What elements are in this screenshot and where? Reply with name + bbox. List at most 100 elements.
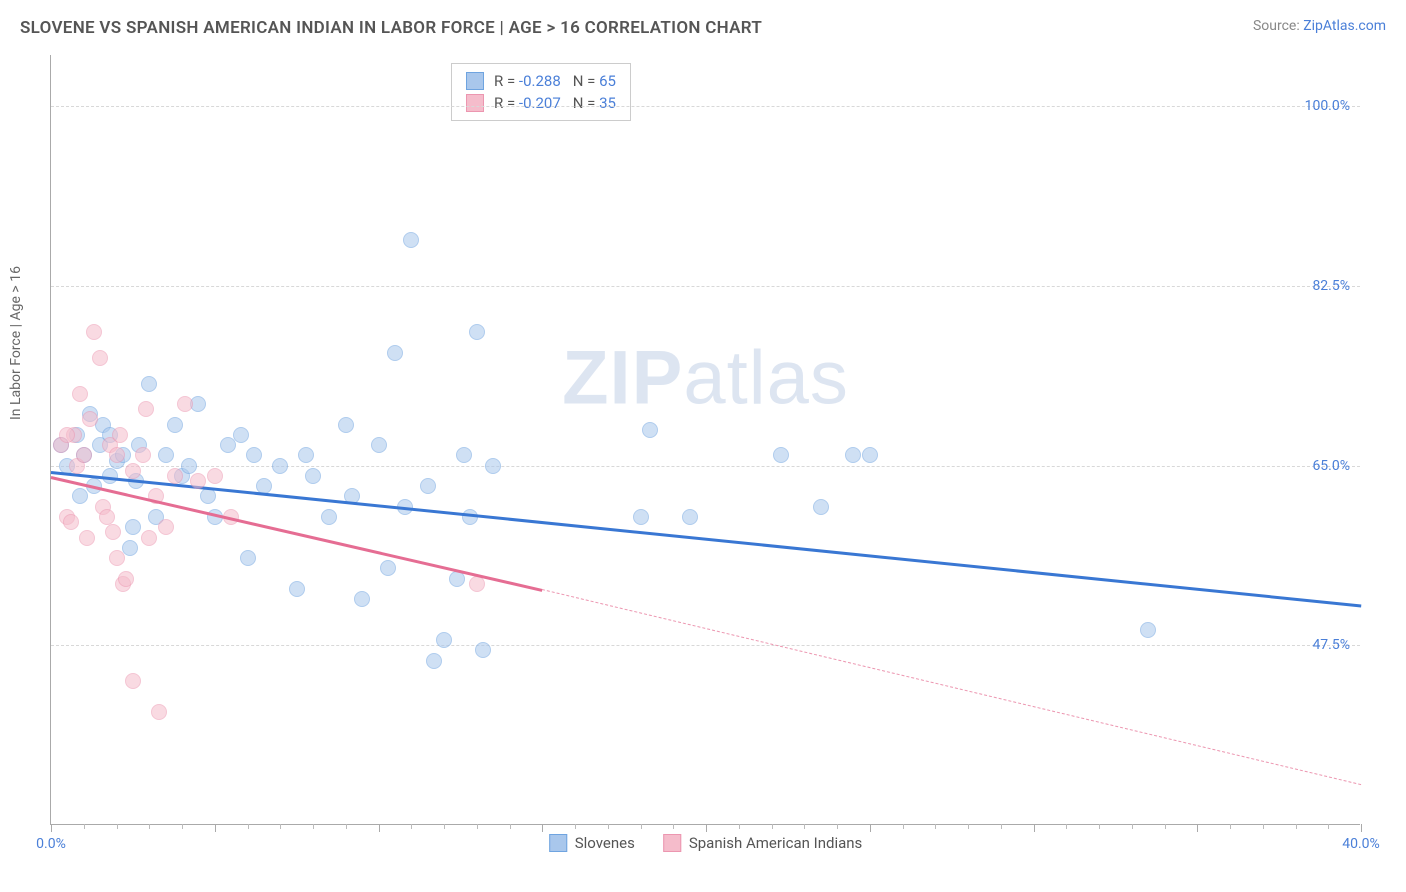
scatter-point — [289, 581, 305, 597]
legend-swatch — [466, 72, 484, 90]
x-tick-minor — [1263, 824, 1264, 829]
scatter-point — [122, 540, 138, 556]
x-tick-minor — [575, 824, 576, 829]
scatter-point — [200, 488, 216, 504]
x-tick-major — [870, 824, 871, 832]
scatter-point — [862, 447, 878, 463]
x-tick-minor — [968, 824, 969, 829]
series-legend: Slovenes Spanish American Indians — [549, 834, 863, 852]
x-tick-major — [542, 824, 543, 832]
scatter-point — [112, 427, 128, 443]
scatter-point — [92, 350, 108, 366]
x-tick-minor — [182, 824, 183, 829]
y-tick-label: 47.5% — [1312, 637, 1350, 653]
watermark-bold: ZIP — [562, 335, 683, 420]
scatter-point — [59, 427, 75, 443]
scatter-point — [158, 519, 174, 535]
x-tick-minor — [1328, 824, 1329, 829]
gridline-horizontal — [51, 106, 1360, 107]
x-tick-minor — [510, 824, 511, 829]
scatter-point — [387, 345, 403, 361]
scatter-point — [167, 468, 183, 484]
scatter-point — [298, 447, 314, 463]
scatter-point — [420, 478, 436, 494]
x-tick-minor — [280, 824, 281, 829]
x-tick-minor — [1132, 824, 1133, 829]
x-tick-major — [379, 824, 380, 832]
legend-correlation-row: R = -0.207N = 35 — [466, 92, 616, 114]
legend-swatch — [466, 94, 484, 112]
scatter-point — [141, 530, 157, 546]
x-tick-minor — [84, 824, 85, 829]
scatter-point — [469, 576, 485, 592]
trend-line-dashed — [542, 589, 1361, 785]
x-tick-major — [1197, 824, 1198, 832]
scatter-point — [246, 447, 262, 463]
legend-series-label: Slovenes — [575, 834, 635, 852]
x-tick-minor — [1001, 824, 1002, 829]
scatter-point — [125, 673, 141, 689]
scatter-point — [207, 468, 223, 484]
x-tick-minor — [444, 824, 445, 829]
x-tick-major — [706, 824, 707, 832]
scatter-point — [151, 704, 167, 720]
legend-stats: R = -0.288N = 65 — [494, 72, 616, 90]
scatter-point — [813, 499, 829, 515]
x-tick-label: 0.0% — [36, 836, 66, 852]
scatter-point — [380, 560, 396, 576]
legend-swatch — [549, 834, 567, 852]
scatter-point — [642, 422, 658, 438]
scatter-point — [190, 473, 206, 489]
scatter-point — [82, 411, 98, 427]
scatter-point — [371, 437, 387, 453]
x-tick-minor — [313, 824, 314, 829]
x-tick-major — [51, 824, 52, 832]
scatter-point — [138, 401, 154, 417]
trend-line — [51, 471, 1361, 607]
legend-correlation-row: R = -0.288N = 65 — [466, 70, 616, 92]
x-tick-minor — [641, 824, 642, 829]
scatter-point — [469, 324, 485, 340]
x-tick-minor — [903, 824, 904, 829]
x-tick-minor — [935, 824, 936, 829]
x-tick-minor — [772, 824, 773, 829]
scatter-point — [109, 447, 125, 463]
chart-title: SLOVENE VS SPANISH AMERICAN INDIAN IN LA… — [20, 18, 762, 38]
scatter-point — [63, 514, 79, 530]
scatter-point — [158, 447, 174, 463]
y-tick-label: 65.0% — [1312, 458, 1350, 474]
legend-series-item: Slovenes — [549, 834, 635, 852]
scatter-point — [240, 550, 256, 566]
gridline-horizontal — [51, 466, 1360, 467]
scatter-point — [141, 376, 157, 392]
scatter-point — [773, 447, 789, 463]
source-link[interactable]: ZipAtlas.com — [1303, 18, 1386, 34]
watermark: ZIPatlas — [562, 334, 849, 421]
scatter-point — [436, 632, 452, 648]
x-tick-major — [1361, 824, 1362, 832]
scatter-point — [118, 571, 134, 587]
x-tick-minor — [477, 824, 478, 829]
scatter-point — [272, 458, 288, 474]
scatter-point — [105, 524, 121, 540]
scatter-point — [125, 519, 141, 535]
x-tick-minor — [837, 824, 838, 829]
legend-stats: R = -0.207N = 35 — [494, 94, 616, 112]
legend-series-item: Spanish American Indians — [663, 834, 862, 852]
x-tick-minor — [804, 824, 805, 829]
gridline-horizontal — [51, 645, 1360, 646]
y-axis-label: In Labor Force | Age > 16 — [8, 266, 24, 420]
x-tick-minor — [346, 824, 347, 829]
source-label: Source: — [1253, 18, 1300, 34]
scatter-point — [426, 653, 442, 669]
x-tick-minor — [739, 824, 740, 829]
scatter-point — [79, 530, 95, 546]
scatter-point — [76, 447, 92, 463]
scatter-point — [86, 324, 102, 340]
x-tick-minor — [673, 824, 674, 829]
legend-series-label: Spanish American Indians — [689, 834, 862, 852]
scatter-point — [181, 458, 197, 474]
y-tick-label: 100.0% — [1305, 98, 1350, 114]
x-tick-major — [215, 824, 216, 832]
x-tick-minor — [411, 824, 412, 829]
